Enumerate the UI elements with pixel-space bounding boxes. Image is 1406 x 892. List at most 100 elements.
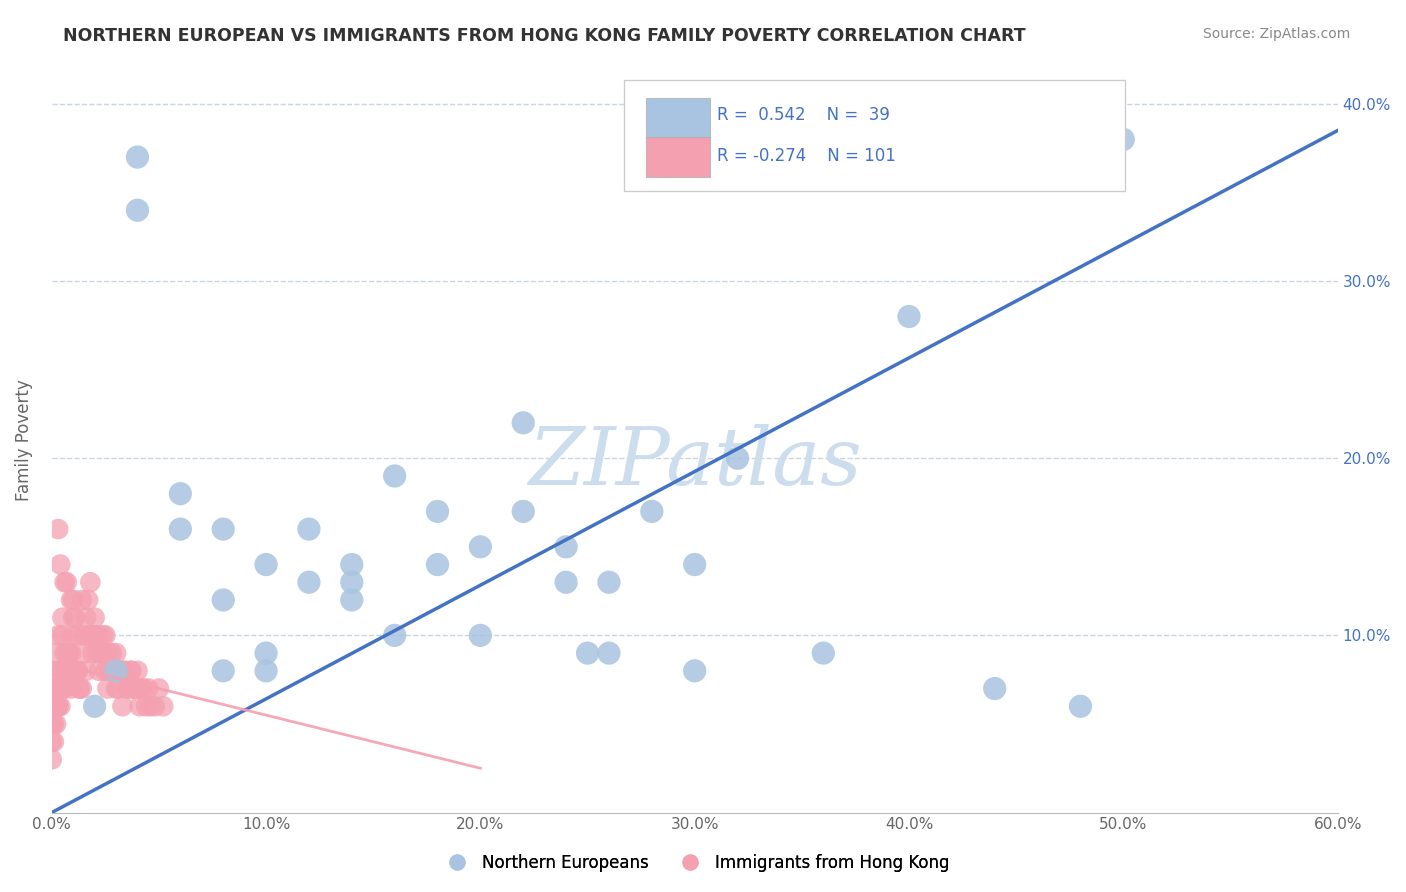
Point — [55, 664, 77, 678]
Legend: Northern Europeans, Immigrants from Hong Kong: Northern Europeans, Immigrants from Hong… — [433, 847, 956, 879]
Text: ZIPatlas: ZIPatlas — [527, 424, 862, 501]
Text: R = -0.274    N = 101: R = -0.274 N = 101 — [717, 146, 896, 164]
Point — [83, 699, 105, 714]
Point — [83, 610, 105, 624]
Point — [131, 681, 153, 696]
Point — [82, 628, 104, 642]
Point — [94, 664, 117, 678]
Point — [66, 664, 89, 678]
Point — [62, 610, 84, 624]
Point — [169, 486, 191, 500]
Point — [60, 593, 83, 607]
Point — [62, 593, 84, 607]
Point — [90, 646, 112, 660]
Point — [65, 664, 87, 678]
Point — [60, 646, 83, 660]
Point — [127, 664, 149, 678]
Point — [62, 628, 84, 642]
Point — [94, 628, 117, 642]
Point — [641, 504, 664, 518]
Point — [77, 593, 100, 607]
Point — [41, 717, 63, 731]
Point — [66, 628, 89, 642]
Point — [512, 504, 534, 518]
Point — [124, 681, 146, 696]
Point — [83, 628, 105, 642]
Point — [298, 575, 321, 590]
Point — [58, 646, 80, 660]
Point — [212, 664, 235, 678]
Point — [51, 628, 73, 642]
Point — [46, 628, 69, 642]
Point — [127, 203, 149, 218]
Point — [148, 681, 170, 696]
Point — [107, 664, 129, 678]
Point — [90, 646, 112, 660]
Point — [49, 699, 72, 714]
Point — [576, 646, 599, 660]
Point — [122, 681, 145, 696]
Point — [49, 558, 72, 572]
Point — [152, 699, 174, 714]
Point — [65, 610, 87, 624]
Point — [62, 664, 84, 678]
Point — [105, 646, 128, 660]
Point — [598, 646, 620, 660]
Point — [60, 681, 83, 696]
Point — [340, 593, 363, 607]
Point — [1112, 132, 1135, 146]
Point — [45, 717, 67, 731]
Point — [42, 734, 65, 748]
Point — [86, 628, 108, 642]
Point — [143, 699, 166, 714]
Point — [298, 522, 321, 536]
Point — [55, 575, 77, 590]
Point — [169, 522, 191, 536]
Point — [683, 558, 706, 572]
Point — [120, 664, 142, 678]
Point — [46, 664, 69, 678]
Point — [58, 646, 80, 660]
Point — [727, 451, 749, 466]
Point — [87, 628, 110, 642]
Text: Source: ZipAtlas.com: Source: ZipAtlas.com — [1202, 27, 1350, 41]
FancyBboxPatch shape — [624, 79, 1125, 191]
Point — [46, 522, 69, 536]
Point — [86, 646, 108, 660]
Point — [120, 664, 142, 678]
Point — [114, 664, 136, 678]
Point — [69, 681, 91, 696]
Text: R =  0.542    N =  39: R = 0.542 N = 39 — [717, 106, 890, 124]
Point — [70, 681, 93, 696]
Point — [55, 646, 77, 660]
Point — [41, 734, 63, 748]
Point — [426, 504, 449, 518]
Point — [45, 699, 67, 714]
Point — [107, 681, 129, 696]
Point — [110, 664, 132, 678]
Point — [79, 628, 101, 642]
Point — [53, 681, 76, 696]
Point — [46, 699, 69, 714]
Point — [75, 610, 97, 624]
Point — [135, 699, 157, 714]
Point — [124, 681, 146, 696]
Y-axis label: Family Poverty: Family Poverty — [15, 380, 32, 501]
Point — [555, 540, 578, 554]
Point — [254, 646, 277, 660]
Point — [555, 575, 578, 590]
Point — [87, 664, 110, 678]
Point — [105, 664, 128, 678]
FancyBboxPatch shape — [645, 98, 710, 138]
Point — [127, 150, 149, 164]
Point — [470, 628, 492, 642]
Point — [49, 664, 72, 678]
Point — [470, 540, 492, 554]
Point — [75, 664, 97, 678]
Point — [53, 575, 76, 590]
Point — [512, 416, 534, 430]
Text: NORTHERN EUROPEAN VS IMMIGRANTS FROM HONG KONG FAMILY POVERTY CORRELATION CHART: NORTHERN EUROPEAN VS IMMIGRANTS FROM HON… — [63, 27, 1026, 45]
Point — [73, 646, 96, 660]
Point — [100, 646, 122, 660]
Point — [82, 646, 104, 660]
